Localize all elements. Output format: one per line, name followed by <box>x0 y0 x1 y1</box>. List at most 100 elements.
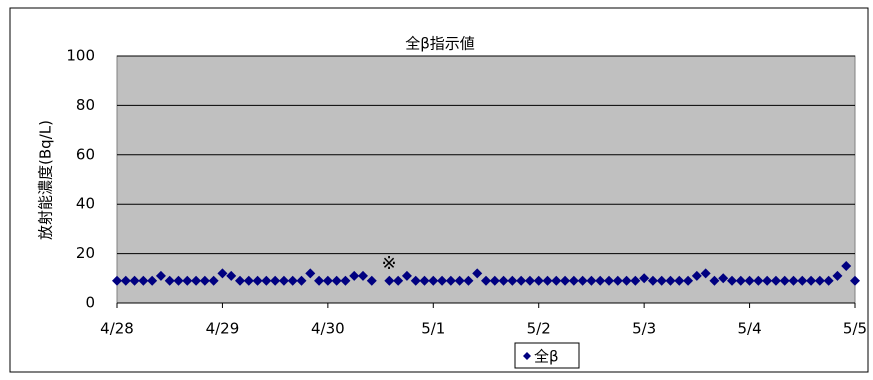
data-point <box>437 275 448 286</box>
x-tick-label: 5/3 <box>632 320 656 338</box>
data-point <box>138 275 149 286</box>
data-point <box>489 275 500 286</box>
y-tick-label: 60 <box>76 145 95 163</box>
data-point <box>542 275 553 286</box>
x-tick-label: 5/1 <box>421 320 445 338</box>
data-point <box>419 275 430 286</box>
data-point <box>208 275 219 286</box>
legend-label: 全β <box>534 348 559 366</box>
data-point <box>261 275 272 286</box>
data-point <box>129 275 140 286</box>
data-point <box>656 275 667 286</box>
data-point <box>568 275 579 286</box>
data-point <box>770 275 781 286</box>
data-point <box>718 273 729 284</box>
data-point <box>797 275 808 286</box>
y-tick-label: 0 <box>85 294 95 312</box>
data-point <box>270 275 281 286</box>
data-point <box>243 275 254 286</box>
data-point <box>191 275 202 286</box>
data-point <box>331 275 342 286</box>
data-point <box>173 275 184 286</box>
x-tick-label: 5/2 <box>527 320 551 338</box>
data-point <box>850 275 860 286</box>
data-point <box>428 275 439 286</box>
x-tick-label: 5/5 <box>843 320 867 338</box>
data-point <box>560 275 571 286</box>
data-point <box>445 275 456 286</box>
data-point <box>691 270 702 281</box>
data-point <box>683 275 694 286</box>
data-point <box>516 275 527 286</box>
y-axis-label: 放射能濃度(Bq/L) <box>37 120 55 240</box>
data-point <box>621 275 632 286</box>
data-point <box>498 275 509 286</box>
data-point <box>647 275 658 286</box>
data-point <box>322 275 333 286</box>
data-point <box>665 275 676 286</box>
data-point <box>278 275 289 286</box>
data-point <box>454 275 465 286</box>
data-point <box>577 275 588 286</box>
data-point <box>735 275 746 286</box>
data-point <box>384 275 395 286</box>
data-point <box>595 275 606 286</box>
data-point <box>612 275 623 286</box>
data-point <box>358 270 368 281</box>
x-tick-label: 4/29 <box>206 320 240 338</box>
data-point <box>147 275 158 286</box>
data-point <box>314 275 325 286</box>
data-point <box>112 275 122 286</box>
data-point <box>481 275 491 286</box>
data-point <box>217 268 228 279</box>
data-point <box>349 270 360 281</box>
data-point <box>674 275 685 286</box>
data-point <box>199 275 210 286</box>
data-point <box>235 275 245 286</box>
data-point <box>252 275 263 286</box>
x-tick-label: 5/4 <box>738 320 762 338</box>
data-point <box>823 275 834 286</box>
data-point <box>305 268 316 279</box>
data-point <box>604 275 614 286</box>
data-point <box>401 270 412 281</box>
data-point <box>463 275 474 286</box>
data-point <box>472 268 483 279</box>
data-point <box>226 270 237 281</box>
data-point <box>120 275 131 286</box>
y-tick-label: 20 <box>76 244 95 262</box>
data-point <box>832 270 843 281</box>
data-point <box>586 275 597 286</box>
data-point <box>639 273 650 284</box>
data-point <box>393 275 404 286</box>
data-point <box>814 275 825 286</box>
data-point <box>744 275 755 286</box>
data-point <box>806 275 817 286</box>
data-point <box>164 275 175 286</box>
y-tick-label: 100 <box>66 47 95 65</box>
data-point <box>507 275 518 286</box>
data-point <box>366 275 377 286</box>
data-point <box>524 275 535 286</box>
annotation: ※ <box>381 253 396 274</box>
data-point <box>340 275 351 286</box>
data-point <box>630 275 641 286</box>
legend-marker <box>523 352 531 360</box>
x-tick-label: 4/30 <box>311 320 345 338</box>
data-point <box>182 275 193 286</box>
x-tick-label: 4/28 <box>100 320 134 338</box>
data-point <box>709 275 720 286</box>
data-point <box>296 275 307 286</box>
data-point <box>551 275 562 286</box>
data-point <box>287 275 298 286</box>
data-point <box>533 275 544 286</box>
data-point <box>762 275 773 286</box>
data-point <box>779 275 790 286</box>
chart-title: 全β指示値 <box>405 35 475 53</box>
data-point <box>155 270 166 281</box>
data-point <box>841 260 852 271</box>
data-point <box>410 275 421 286</box>
plot-area <box>116 55 856 304</box>
